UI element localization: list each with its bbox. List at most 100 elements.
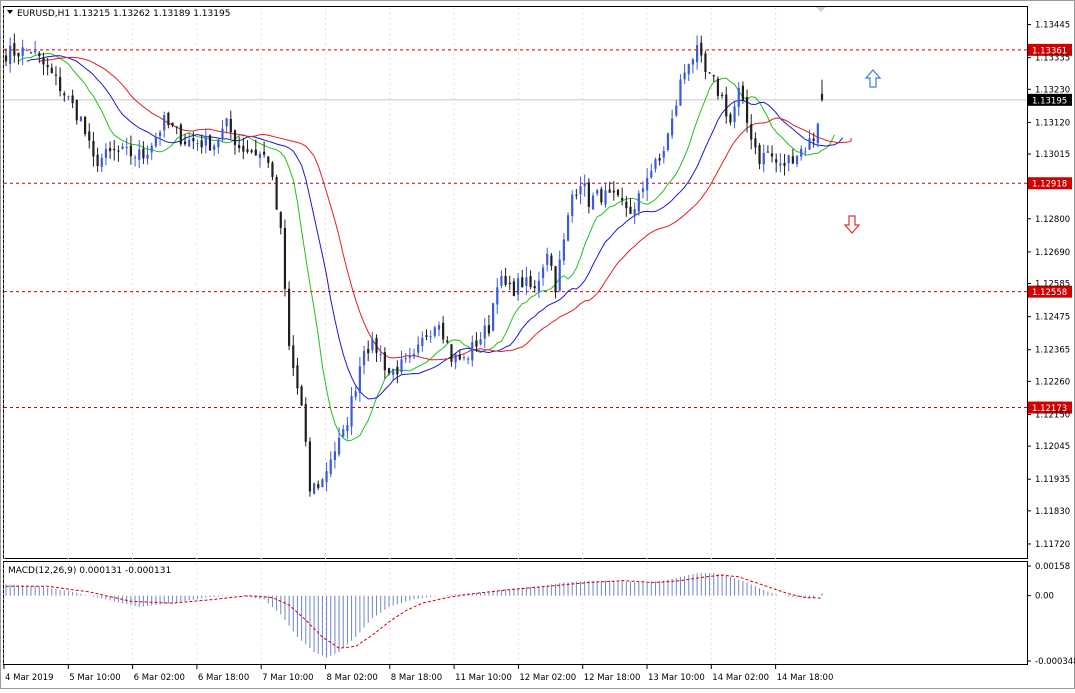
candle-body [729,114,732,123]
candle-body [362,350,366,366]
candle-body [371,339,374,351]
candle-body [483,325,486,339]
candle-body [367,349,370,354]
candle-body [208,135,212,151]
candle-body [479,339,482,345]
candle-body [325,471,328,483]
candle-body [84,116,87,134]
candle-body [637,193,640,212]
candle-body [579,186,582,195]
candle-body [254,149,257,156]
candle-body [354,391,357,398]
candle-body [508,282,511,285]
candle-body [608,189,611,193]
candle-body [558,259,561,291]
chart-shift-marker[interactable] [816,7,826,12]
candle-body [650,171,653,178]
candle-body [741,85,744,100]
candle-body [442,322,445,340]
candle-body [387,368,391,374]
candles [4,33,824,497]
candle-body [704,53,707,73]
candle-body [246,149,249,152]
y-tick-label: 1.11935 [1035,475,1070,485]
candle-body [229,118,232,133]
candle-body [745,97,749,123]
candle-body [404,357,407,359]
candle-body [196,143,199,145]
candle-body [492,303,495,331]
candle-body [804,151,807,153]
candle-body [163,115,166,131]
candle-body [671,118,674,136]
candle-body [142,148,145,159]
x-tick-label: 6 Mar 02:00 [134,673,185,683]
candle-body [183,141,187,145]
x-tick-label: 7 Mar 10:00 [262,673,313,683]
candle-body [421,337,424,346]
macd-y-tick-label: -0.000348 [1035,657,1075,667]
candle-body [566,215,570,241]
candle-body [25,50,28,52]
candle-body [59,77,62,92]
candle-body [716,78,720,96]
candle-body [629,206,632,214]
arrow-up-icon[interactable] [864,69,882,88]
candle-body [300,386,303,406]
y-tick-label: 1.12800 [1035,215,1070,225]
price-pane[interactable] [3,6,1028,559]
candle-body [308,441,312,492]
candle-body [79,116,83,122]
candle-body [616,189,620,196]
candle-body [725,94,728,117]
current-price-tag-label: 1.13195 [1032,96,1067,106]
macd-signal-line [6,574,823,649]
candle-body [329,459,332,474]
y-tick-label: 1.11830 [1035,507,1070,517]
candle-body [446,340,449,343]
candle-body [654,159,657,169]
candle-body [42,57,45,65]
candle-body [283,228,287,289]
arrow-down-icon[interactable] [843,215,861,234]
candle-body [812,138,815,141]
candle-body [783,163,786,166]
candle-body [146,154,149,159]
current-price-tag [1028,93,1072,106]
horizontal-levels[interactable]: 1.13361 1.12918 1.12558 1.12173 1.13195 [4,43,1072,414]
grid [3,8,777,664]
price-level-tag-label: 1.12918 [1032,180,1067,190]
candle-body [475,340,478,347]
candle-body [554,266,557,293]
candle-body [733,106,736,123]
candle-body [67,96,70,98]
candle-body [279,212,282,228]
candle-body [458,354,461,360]
candle-body [433,327,436,336]
price-level-tag [1028,285,1072,298]
candle-body [104,149,108,158]
candle-body [9,45,12,65]
candle-body [766,151,769,153]
price-level-tag [1028,401,1072,414]
candle-body [54,74,58,76]
candle-body [263,151,266,155]
candle-body [696,45,699,63]
candle-body [350,396,353,427]
candle-body [462,357,466,359]
candle-body [471,341,474,361]
price-level-tag [1028,43,1072,56]
candle-body [4,55,8,62]
x-tick-label: 14 Mar 18:00 [777,673,834,683]
x-tick-label: 14 Mar 02:00 [712,673,769,683]
candle-body [700,42,703,56]
x-tick-label: 12 Mar 18:00 [584,673,641,683]
candle-body [225,118,228,127]
candle-body [487,325,491,334]
triangle-down-icon[interactable] [7,10,13,14]
candle-body [346,424,349,432]
x-tick-label: 8 Mar 18:00 [391,673,442,683]
